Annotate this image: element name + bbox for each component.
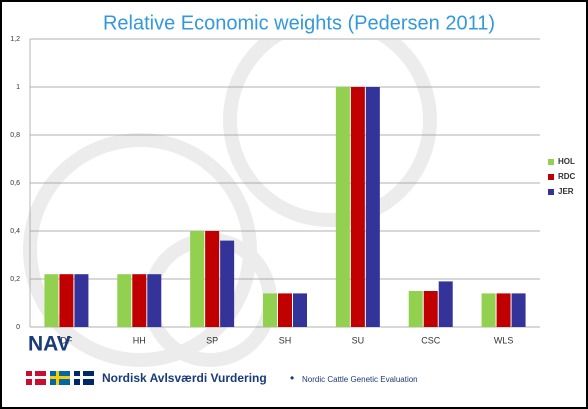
bar [59, 274, 73, 327]
legend-swatch [548, 189, 554, 195]
y-tick-label: 0 [16, 324, 20, 331]
bar [220, 241, 234, 327]
footer-title: Nordisk Avlsværdi Vurdering [102, 371, 267, 385]
bar [132, 274, 146, 327]
x-tick-label: WLS [494, 335, 514, 345]
x-tick-label: SP [206, 335, 218, 345]
bar [409, 291, 423, 327]
legend-swatch [548, 174, 554, 180]
y-tick-label: 0,2 [10, 276, 20, 283]
y-tick-label: 0,4 [10, 228, 20, 235]
x-tick-label: SH [279, 335, 292, 345]
bar [263, 293, 277, 327]
bar [512, 293, 526, 327]
footer-separator: • [290, 371, 294, 385]
bar [424, 291, 438, 327]
legend-swatch [548, 159, 554, 165]
bar [351, 87, 365, 327]
x-tick-label: SU [352, 335, 365, 345]
slide: Relative Economic weights (Pedersen 2011… [0, 0, 588, 409]
bar [497, 293, 511, 327]
bar [336, 87, 350, 327]
x-tick-label: HH [133, 335, 146, 345]
bar [293, 293, 307, 327]
bar [366, 87, 380, 327]
chart-title: Relative Economic weights (Pedersen 2011… [103, 12, 495, 34]
bar [205, 231, 219, 327]
footer-subtitle: Nordic Cattle Genetic Evaluation [302, 375, 418, 384]
bar [147, 274, 161, 327]
bar [44, 274, 58, 327]
bar [117, 274, 131, 327]
y-tick-label: 1,2 [10, 36, 20, 43]
logo: NAV [28, 333, 71, 356]
bar [439, 281, 453, 327]
bar [278, 293, 292, 327]
flags [26, 371, 94, 385]
bar [190, 231, 204, 327]
legend-label: JER [558, 187, 574, 196]
y-tick-label: 0,6 [10, 180, 20, 187]
legend-label: HOL [558, 157, 575, 166]
x-tick-label: CSC [421, 335, 441, 345]
bar [74, 274, 88, 327]
y-tick-label: 1 [16, 84, 20, 91]
legend-label: RDC [558, 172, 576, 181]
y-tick-label: 0,8 [10, 132, 20, 139]
bar [482, 293, 496, 327]
